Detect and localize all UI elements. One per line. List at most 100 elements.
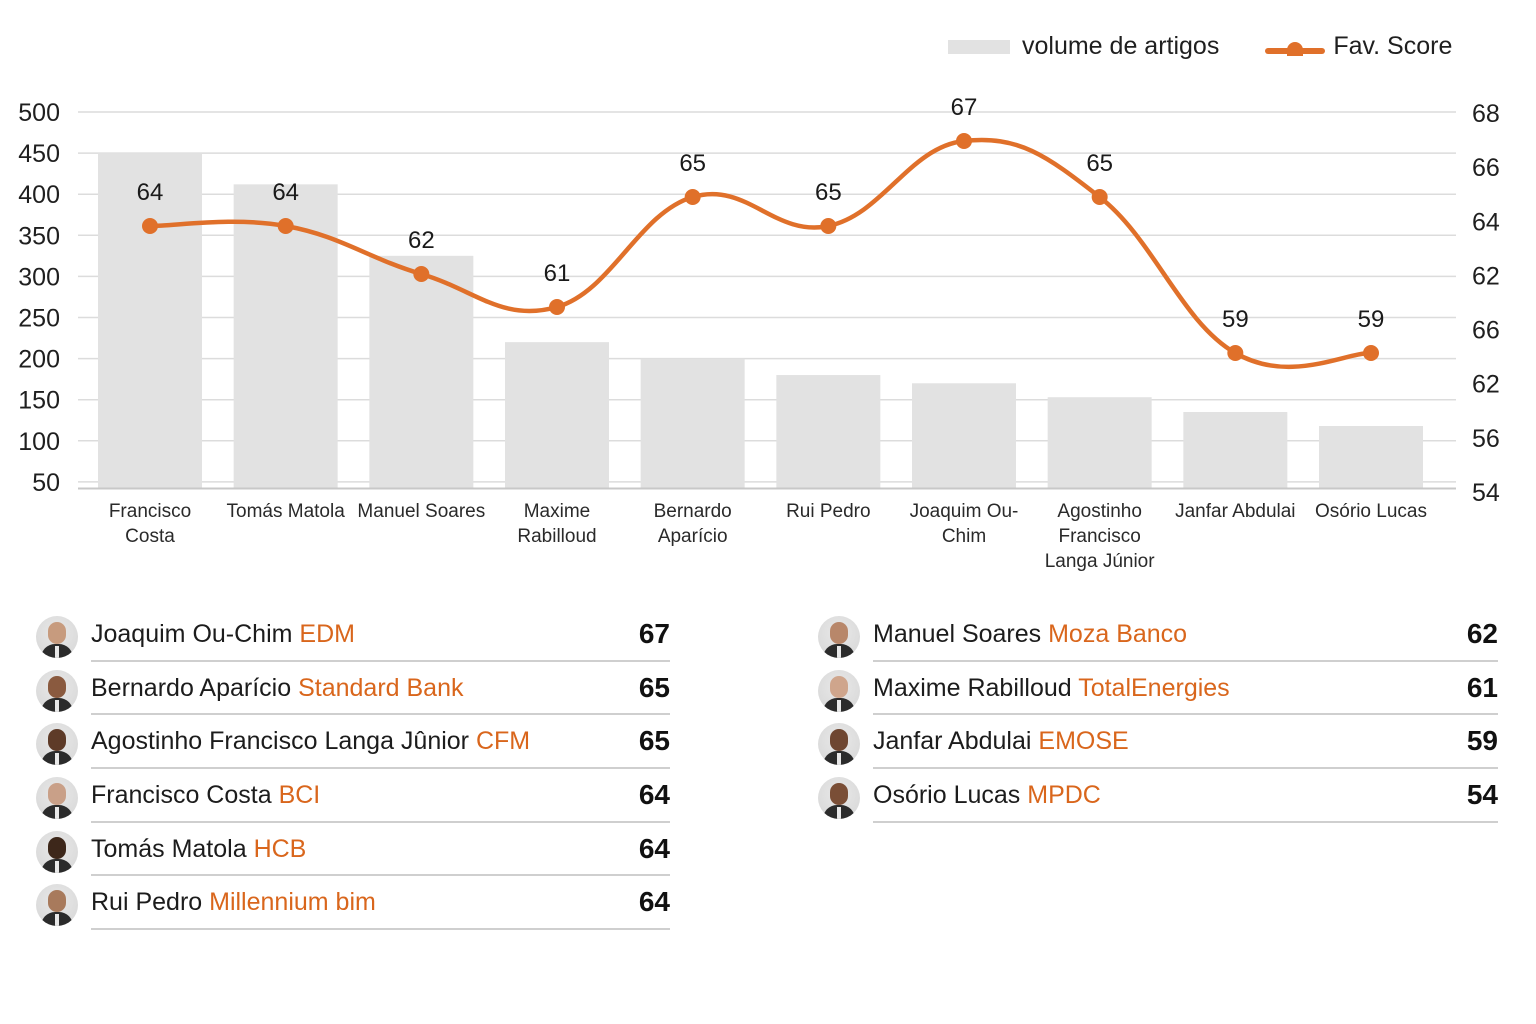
person-organization: TotalEnergies <box>1078 673 1230 702</box>
person-name: Francisco Costa <box>91 781 272 810</box>
score-data-label: 59 <box>1222 306 1249 333</box>
left-tick-label: 500 <box>18 99 60 127</box>
score-data-label: 59 <box>1358 306 1385 333</box>
score-data-label: 62 <box>408 227 435 254</box>
avatar-tie <box>55 699 59 712</box>
person-organization: Moza Banco <box>1048 620 1188 648</box>
right-tick-label: 66 <box>1472 317 1500 345</box>
x-tick-label: Maxime Rabilloud <box>517 501 596 547</box>
x-tick-label: Bernardo Aparício <box>654 501 732 547</box>
avatar-tie <box>55 914 59 927</box>
bar <box>912 383 1016 489</box>
avatar <box>36 830 78 873</box>
ranking-row: Tomás Matola HCB 64 <box>36 823 670 877</box>
left-tick-label: 150 <box>18 387 60 415</box>
ranking-row: Agostinho Francisco Langa Jûnior CFM 65 <box>36 715 670 770</box>
avatar-tie <box>55 753 59 766</box>
legend-line-swatch <box>1265 37 1326 57</box>
ranking-row: Bernardo Aparício Standard Bank 65 <box>36 662 670 716</box>
ranking-row: Francisco Costa BCI 64 <box>36 769 670 823</box>
bar <box>98 153 202 489</box>
score-marker <box>142 218 158 234</box>
person-label: Rui Pedro Millennium bim <box>91 888 376 917</box>
person-label: Francisco Costa BCI <box>91 781 320 810</box>
score-line <box>147 137 1374 370</box>
avatar <box>36 616 78 658</box>
x-tick-label: Francisco Costa <box>109 501 191 547</box>
ranking-list-left: Joaquim Ou-Chim EDM 67 Bernardo Aparício… <box>36 608 670 931</box>
person-score: 65 <box>638 725 670 757</box>
row-divider <box>91 928 670 931</box>
chart-legend: volume de artigos Fav. Score <box>948 32 1498 61</box>
avatar-head <box>830 622 848 644</box>
bar <box>1183 412 1288 489</box>
bar <box>640 358 745 489</box>
person-label: Manuel Soares Moza Banco <box>873 620 1187 649</box>
right-tick-label: 68 <box>1472 100 1500 128</box>
row-divider <box>91 713 670 716</box>
x-tick-label: Tomás Matola <box>227 501 346 522</box>
avatar-tie <box>55 646 59 658</box>
person-name: Maxime Rabilloud <box>873 673 1072 702</box>
avatar-tie <box>837 807 841 820</box>
score-marker <box>1227 345 1244 361</box>
person-label: Bernardo Aparício Standard Bank <box>91 674 463 703</box>
score-data-label: 65 <box>815 179 842 206</box>
x-tick-label: Rui Pedro <box>786 501 871 522</box>
person-name: Rui Pedro <box>91 888 203 917</box>
left-tick-label: 350 <box>18 222 60 250</box>
avatar <box>818 669 860 712</box>
left-tick-label: 250 <box>18 305 60 333</box>
ranking-row: Janfar Abdulai EMOSE 59 <box>818 715 1498 770</box>
score-data-label: 64 <box>137 179 164 206</box>
right-axis: 68 66 64 62 66 62 56 54 <box>1472 100 1500 507</box>
avatar-head <box>48 783 66 806</box>
row-divider <box>91 767 670 770</box>
person-organization: Millennium bim <box>209 888 376 917</box>
person-organization: BCI <box>278 781 321 810</box>
x-tick-label: Joaquim Ou-Chim <box>910 501 1019 547</box>
person-organization: CFM <box>475 727 531 756</box>
person-score: 65 <box>638 671 670 703</box>
person-name: Janfar Abdulai <box>873 727 1032 756</box>
score-marker <box>684 189 701 205</box>
bar <box>505 342 609 489</box>
avatar <box>818 616 860 658</box>
person-organization: EMOSE <box>1038 727 1129 756</box>
person-organization: MPDC <box>1027 781 1101 810</box>
right-tick-label: 54 <box>1472 479 1500 507</box>
x-tick-label: Janfar Abdulai <box>1175 501 1295 522</box>
x-tick-label: Manuel Soares <box>357 501 485 522</box>
row-divider <box>873 659 1498 662</box>
person-label: Tomás Matola HCB <box>91 835 306 864</box>
person-score: 54 <box>1466 779 1498 811</box>
person-name: Joaquim Ou-Chim <box>91 620 293 648</box>
avatar-head <box>830 729 848 752</box>
legend-item-volume: volume de artigos <box>948 32 1219 61</box>
row-divider <box>873 767 1498 770</box>
avatar-head <box>48 622 66 644</box>
x-axis-labels: Francisco Costa Tomás Matola Manuel Soares M… <box>109 501 1427 572</box>
person-name: Manuel Soares <box>873 620 1042 648</box>
legend-bar-label: volume de artigos <box>1022 32 1220 60</box>
score-data-label: 64 <box>272 179 299 206</box>
avatar <box>818 777 860 820</box>
bar <box>1319 426 1423 489</box>
person-score: 61 <box>1466 671 1498 703</box>
person-label: Maxime Rabilloud TotalEnergies <box>873 674 1230 703</box>
person-score: 64 <box>638 886 670 918</box>
legend-item-fav-score: Fav. Score <box>1265 32 1452 61</box>
person-name: Osório Lucas <box>873 781 1021 810</box>
left-tick-label: 400 <box>18 181 60 209</box>
person-organization: Standard Bank <box>298 673 464 702</box>
avatar <box>36 723 78 766</box>
person-name: Bernardo Aparício <box>91 673 292 702</box>
person-score: 59 <box>1466 725 1498 757</box>
score-marker <box>1091 189 1108 205</box>
score-marker <box>956 133 972 149</box>
score-data-label: 61 <box>544 260 571 287</box>
row-divider <box>873 713 1498 716</box>
person-label: Osório Lucas MPDC <box>873 781 1101 810</box>
avatar-tie <box>837 699 841 712</box>
legend-line-label: Fav. Score <box>1333 32 1453 60</box>
